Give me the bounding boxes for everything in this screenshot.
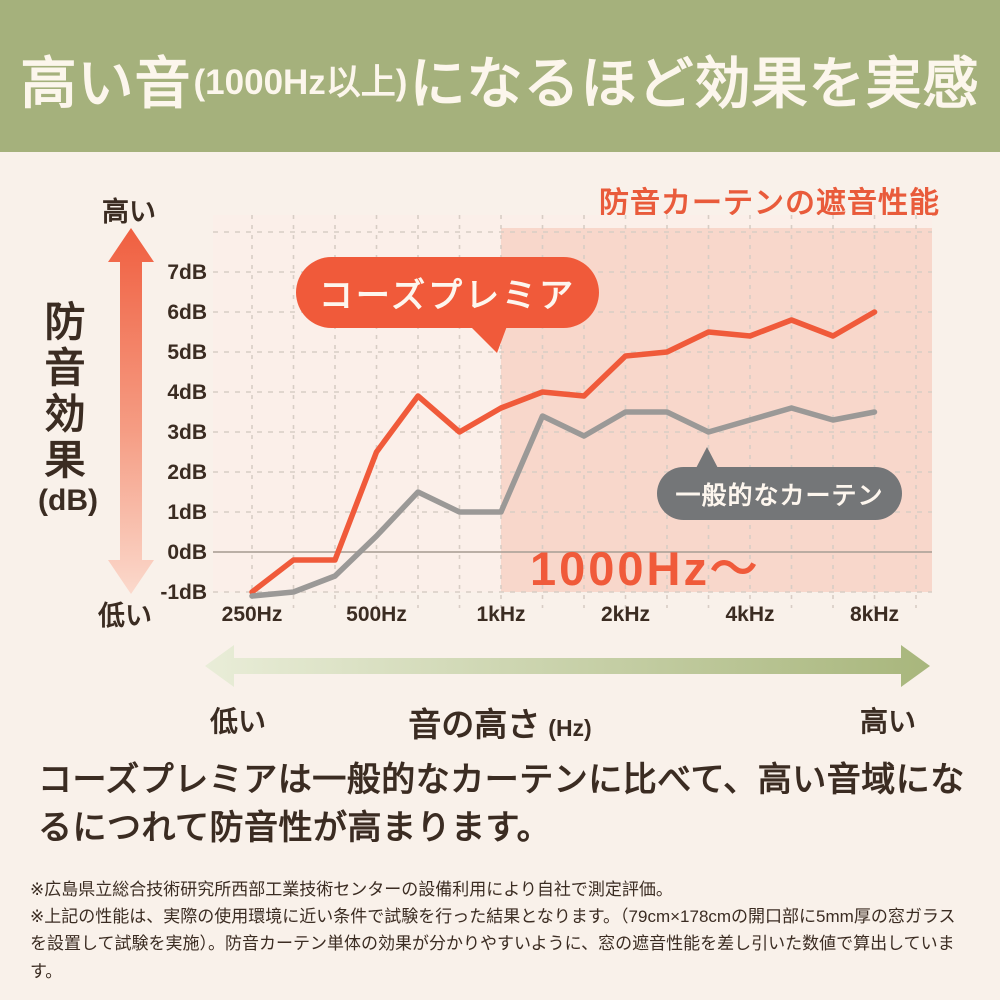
title-part2: (1000Hz以上) bbox=[193, 62, 408, 102]
title-band: 高い音 (1000Hz以上) になるほど効果を実感 bbox=[0, 0, 1000, 152]
y-axis-gradient-arrow-icon bbox=[108, 228, 154, 594]
series-line-0 bbox=[249, 309, 878, 595]
y-tick-label: 4dB bbox=[167, 381, 207, 404]
footnotes: ※広島県立総合技術研究所西部工業技術センターの設備利用により自社で測定評価。 ※上… bbox=[30, 876, 972, 985]
y-axis-high-label: 高い bbox=[102, 197, 156, 227]
pitch-high-label: 高い bbox=[860, 706, 917, 737]
x-tick-label: 500Hz bbox=[346, 603, 407, 626]
bubble-general-tail bbox=[694, 447, 720, 472]
footnote-1: ※広島県立総合技術研究所西部工業技術センターの設備利用により自社で測定評価。 bbox=[30, 880, 673, 899]
series-bubble-general-label: 一般的なカーテン bbox=[675, 481, 884, 510]
pitch-axis-title: 音の高さ (Hz) bbox=[300, 698, 700, 746]
x-tick-label: 1kHz bbox=[476, 603, 525, 626]
y-tick-label: 1dB bbox=[167, 501, 207, 524]
x-tick-label: 2kHz bbox=[601, 603, 650, 626]
pitch-axis-title-text: 音の高さ bbox=[408, 706, 541, 743]
series-bubble-premier-label: コーズプレミア bbox=[318, 277, 577, 315]
y-tick-label: -1dB bbox=[160, 581, 207, 604]
x-tick-label: 250Hz bbox=[222, 603, 283, 626]
x-tick-label: 8kHz bbox=[850, 603, 899, 626]
highlight-region-label: 1000Hz〜 bbox=[530, 542, 760, 595]
title-part3: になるほど効果を実感 bbox=[409, 51, 980, 115]
pitch-axis-unit: (Hz) bbox=[548, 715, 592, 741]
chart-heading: 防音カーテンの遮音性能 bbox=[599, 187, 940, 220]
y-axis-title: 防音効果 bbox=[38, 300, 84, 484]
y-tick-label: 6dB bbox=[167, 301, 207, 324]
y-tick-label: 0dB bbox=[167, 541, 207, 564]
x-tick-label: 4kHz bbox=[725, 603, 774, 626]
series-bubble-premier: コーズプレミア bbox=[296, 257, 599, 328]
y-tick-label: 3dB bbox=[167, 421, 207, 444]
y-tick-label: 5dB bbox=[167, 341, 207, 364]
y-axis-low-label: 低い bbox=[98, 601, 152, 631]
body-text: コーズプレミアは一般的なカーテンに比べて、高い音域になるにつれて防音性が高まりま… bbox=[38, 761, 965, 848]
y-tick-label: 7dB bbox=[167, 261, 207, 284]
title-part1: 高い音 bbox=[20, 51, 192, 115]
series-bubble-general: 一般的なカーテン bbox=[657, 467, 902, 520]
pitch-gradient-arrow-icon bbox=[205, 645, 930, 687]
pitch-low-label: 低い bbox=[210, 706, 267, 737]
footnote-2: ※上記の性能は、実際の使用環境に近い条件で試験を行った結果となります。（79cm… bbox=[30, 907, 956, 981]
series-line-1 bbox=[249, 405, 878, 599]
y-axis-unit: (dB) bbox=[38, 484, 98, 517]
y-tick-label: 2dB bbox=[167, 461, 207, 484]
